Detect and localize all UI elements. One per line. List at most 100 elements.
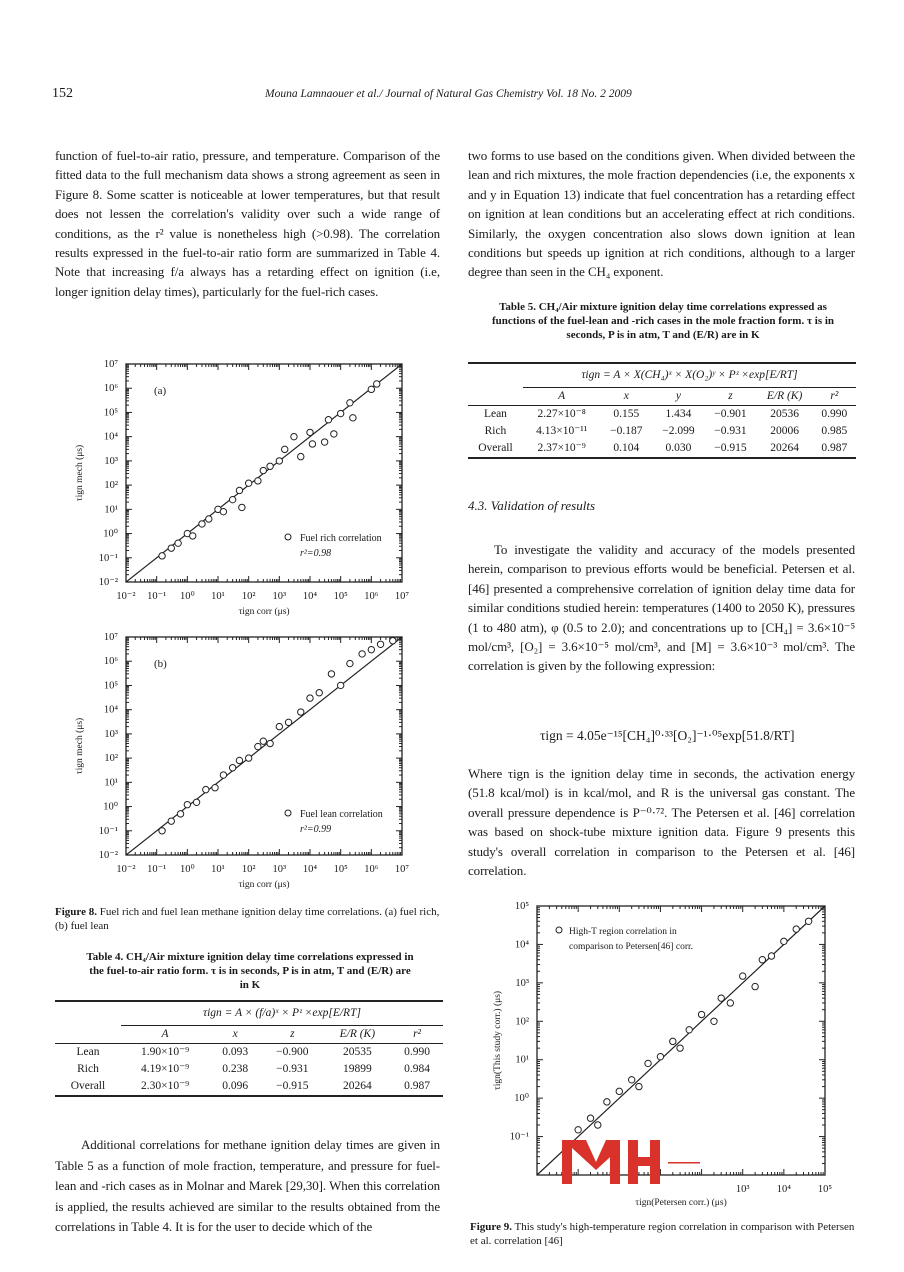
- table-cell: 2.37×10⁻⁹: [537, 442, 586, 454]
- table-row: Overall 2.30×10⁻⁹ 0.096 −0.915 20264 0.987: [55, 1078, 443, 1096]
- plot-frame: [536, 905, 826, 1176]
- y-axis-label: τign(This study corr.) (μs): [492, 991, 503, 1090]
- logo-bar: [610, 1140, 620, 1184]
- x-tick-label: 10⁰: [180, 590, 196, 602]
- data-point: [726, 999, 735, 1007]
- column-header: A: [522, 387, 601, 406]
- figure-8b-chart: 10⁻² 10⁻¹ 10⁰ 10¹ 10² 10³ 10⁴ 10⁵ 10⁶ 10⁷ 10⁷ 10⁶ 10…: [74, 632, 409, 890]
- legend-marker: [284, 809, 292, 817]
- data-point: [586, 1114, 595, 1122]
- data-point: [336, 409, 345, 418]
- data-point: [158, 827, 166, 835]
- x-tick-label: 10⁴: [303, 864, 318, 875]
- logo-m-shape: [572, 1140, 620, 1170]
- y-tick-label: 10⁴: [104, 432, 119, 443]
- x-tick-label: 10⁵: [818, 1184, 833, 1195]
- table-cell: −0.187: [610, 425, 643, 437]
- table-cell: 2.27×10⁻⁸: [537, 408, 586, 420]
- watermark-logo: [562, 1140, 700, 1184]
- data-point: [320, 438, 329, 446]
- table-cell: 0.985: [821, 425, 848, 437]
- x-axis-label: τign corr (μs): [238, 879, 289, 890]
- legend-marker: [555, 926, 563, 934]
- caption-label: Figure 9.: [470, 1221, 512, 1233]
- body-paragraph: two forms to use based on the conditions…: [468, 148, 855, 280]
- table-cell: −0.915: [714, 442, 747, 454]
- table-cell: 4.13×10⁻¹¹: [536, 425, 588, 437]
- data-point: [358, 650, 366, 658]
- data-point: [167, 544, 175, 552]
- data-point: [297, 708, 305, 716]
- column-header: A: [120, 1025, 210, 1044]
- data-point: [603, 1098, 611, 1106]
- data-point: [202, 785, 210, 794]
- table-5: τign = A × X(CH₄)ˣ × X(O₂)ʸ × Pᶻ ×exp[E/…: [468, 362, 856, 460]
- data-point: [767, 952, 776, 960]
- y-tick-label: 10¹: [515, 1055, 529, 1066]
- data-point: [238, 503, 246, 512]
- data-point: [376, 640, 385, 648]
- x-tick-label: 10⁵: [334, 591, 349, 602]
- table-4-caption: Table 4. CH₄/Air mixture ignition delay …: [86, 951, 414, 991]
- data-point: [235, 756, 244, 765]
- table-5-caption: Table 5. CH₄/Air mixture ignition delay …: [491, 301, 835, 341]
- figure-8a-chart: 10⁻² 10⁻¹ 10⁰ 10¹ 10² 10³ 10⁴ 10⁵ 10⁶ 10⁷ 10⁷ 10⁶ 10…: [74, 359, 409, 617]
- data-point: [297, 452, 305, 461]
- y-tick-label: 10⁰: [103, 801, 119, 813]
- table-cell: 2.30×10⁻⁹: [140, 1080, 190, 1092]
- data-point: [594, 1121, 602, 1129]
- y-tick-label: 10⁵: [515, 901, 530, 912]
- table-row: Rich 4.13×10⁻¹¹ −0.187 −2.099 −0.931 20006 0.9…: [468, 423, 856, 440]
- table-row: Overall 2.37×10⁻⁹ 0.104 0.030 −0.915 20264 0.9…: [468, 440, 856, 458]
- data-point: [315, 689, 323, 697]
- y-tick-label: 10⁻²: [99, 577, 118, 588]
- logo-bar: [628, 1157, 658, 1166]
- data-point: [336, 681, 345, 690]
- x-tick-label: 10¹: [211, 864, 225, 875]
- y-tick-label: 10⁶: [104, 656, 119, 667]
- table-cell: −2.099: [662, 425, 695, 437]
- data-point: [685, 1026, 693, 1034]
- data-point: [275, 722, 284, 731]
- y-tick-label: 10⁶: [104, 383, 119, 394]
- table-cell: 0.104: [613, 442, 640, 454]
- table-row: Lean 2.27×10⁻⁸ 0.155 1.434 −0.901 20536 0.990: [468, 405, 856, 424]
- data-point: [174, 539, 182, 547]
- y-tick-label: 10²: [104, 753, 118, 764]
- data-point: [330, 430, 338, 438]
- y-axis-label: τign mech (μs): [74, 718, 85, 774]
- data-point: [244, 479, 253, 487]
- data-point: [710, 1017, 718, 1025]
- y-tick-label: 10⁰: [514, 1092, 530, 1104]
- legend-marker: [284, 533, 292, 541]
- data-point: [192, 798, 201, 806]
- data-point: [266, 739, 274, 748]
- data-point: [635, 1082, 643, 1091]
- y-tick-label: 10⁷: [104, 632, 119, 643]
- table-cell: 20536: [770, 408, 799, 420]
- data-point: [275, 457, 284, 465]
- data-point: [219, 507, 228, 516]
- table-cell: −0.915: [276, 1080, 309, 1092]
- x-tick-label: 10⁶: [364, 864, 379, 875]
- data-point: [717, 994, 725, 1002]
- table-cell: 0.984: [404, 1063, 430, 1075]
- data-point: [290, 432, 298, 441]
- r-squared-annotation: r²=0.99: [300, 824, 331, 835]
- y-tick-label: 10⁷: [104, 359, 119, 370]
- data-point: [158, 552, 166, 560]
- x-tick-label: 10³: [273, 591, 287, 602]
- y-tick-label: 10⁴: [515, 939, 530, 950]
- x-tick-label: 10⁴: [777, 1184, 792, 1195]
- y-tick-label: 10²: [515, 1016, 529, 1027]
- data-point: [259, 737, 267, 745]
- logo-rule: [668, 1162, 700, 1164]
- table-cell: 19899: [342, 1063, 372, 1075]
- section-heading: 4.3. Validation of results: [468, 498, 595, 513]
- table-row: Lean 1.90×10⁻⁹ 0.093 −0.900 20535 0.990: [55, 1043, 443, 1062]
- data-point: [676, 1044, 684, 1052]
- plot-frame: [125, 636, 403, 856]
- column-header: z: [704, 387, 757, 406]
- table-cell: 0.987: [404, 1080, 430, 1092]
- y-tick-label: 10⁻²: [99, 850, 118, 861]
